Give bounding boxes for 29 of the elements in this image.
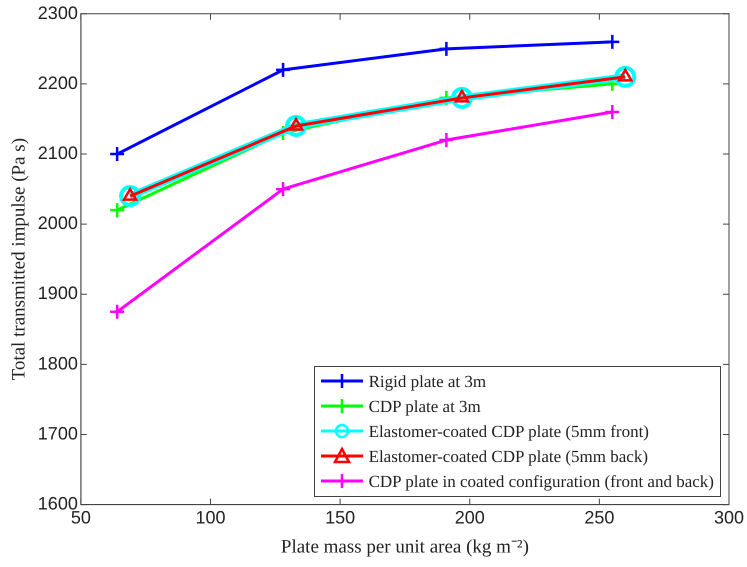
y-tick-label: 1700 xyxy=(38,423,78,444)
point xyxy=(614,66,636,88)
point xyxy=(438,40,455,58)
y-tick-label: 2100 xyxy=(38,142,78,163)
point xyxy=(274,180,292,198)
point xyxy=(604,34,621,50)
legend-label: Elastomer-coated CDP plate (5mm back) xyxy=(368,446,648,468)
point xyxy=(108,304,126,320)
legend-label: Rigid plate at 3m xyxy=(368,370,486,393)
legend-label: CDP plate in coated configuration (front and back) xyxy=(368,470,714,493)
y-axis-title: Total transmitted impulse (Pa s) xyxy=(8,138,30,380)
legend-label: CDP plate at 3m xyxy=(368,396,481,418)
x-tick-label: 200 xyxy=(454,507,485,528)
y-tick-label: 2200 xyxy=(38,72,78,93)
point xyxy=(108,202,126,218)
point xyxy=(274,62,292,78)
y-tick-label: 1800 xyxy=(38,353,78,374)
x-tick-label: 300 xyxy=(714,507,744,528)
y-tick-label: 1900 xyxy=(38,283,78,304)
legend-label: Elastomer-coated CDP plate (5mm front) xyxy=(368,420,649,443)
y-tick-label: 2300 xyxy=(38,2,78,23)
point xyxy=(604,104,621,120)
x-axis-title: Plate mass per unit area (kg m⁻²) xyxy=(280,536,529,558)
y-tick-label: 2000 xyxy=(38,213,78,234)
point xyxy=(108,146,126,162)
x-tick-label: 100 xyxy=(195,507,226,528)
x-tick-label: 250 xyxy=(584,507,614,528)
x-tick-label: 150 xyxy=(325,507,356,528)
point xyxy=(438,132,455,148)
